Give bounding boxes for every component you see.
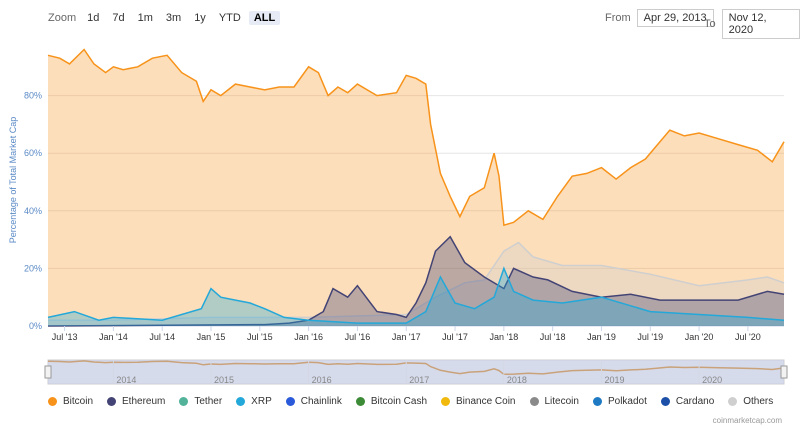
legend-item-litecoin[interactable]: Litecoin xyxy=(529,396,579,407)
zoom-label: Zoom xyxy=(48,12,77,24)
legend-dot xyxy=(441,397,451,406)
legend-item-tether[interactable]: Tether xyxy=(179,396,222,407)
legend-item-chainlink[interactable]: Chainlink xyxy=(285,396,342,407)
legend-dot xyxy=(355,397,365,406)
navigator[interactable]: 2014 2015 2016 2017 2018 2019 2020 xyxy=(44,359,788,385)
navigator-year-label: 2019 xyxy=(604,375,624,385)
legend-dot xyxy=(285,397,295,406)
x-tick-label: Jul '19 xyxy=(637,332,663,342)
legend-item-cardano[interactable]: Cardano xyxy=(660,396,715,407)
zoom-3m-button[interactable]: 3m xyxy=(165,12,182,24)
x-tick-label: Jan '18 xyxy=(489,332,518,342)
y-tick-label: 20% xyxy=(24,263,42,273)
legend-label: Polkadot xyxy=(607,396,647,407)
legend-dot xyxy=(179,397,189,406)
line-xrp[interactable] xyxy=(47,266,785,324)
x-tick-label: Jul '20 xyxy=(735,332,761,342)
navigator-year-label: 2017 xyxy=(409,375,429,385)
area-ethereum xyxy=(48,236,784,326)
x-tick-label: Jan '14 xyxy=(99,332,128,342)
legend-dot xyxy=(107,397,117,406)
range-to: To Nov 12, 2020 xyxy=(704,9,800,39)
navigator-year-label: 2015 xyxy=(214,375,234,385)
legend: Bitcoin Ethereum Tether XRP Chainlink Bitcoin… xyxy=(48,396,787,407)
y-axis-label: Percentage of Total Market Cap xyxy=(8,117,18,243)
navigator-year-label: 2018 xyxy=(507,375,527,385)
range-from: From Apr 29, 2013 xyxy=(605,9,714,27)
x-tick-label: Jan '17 xyxy=(392,332,421,342)
grid-lines xyxy=(48,95,784,327)
y-tick-label: 60% xyxy=(24,148,42,158)
series-areas xyxy=(47,48,785,327)
zoom-1d-button[interactable]: 1d xyxy=(87,12,100,24)
area-bitcoin xyxy=(48,49,784,326)
zoom-ytd-button[interactable]: YTD xyxy=(218,12,241,24)
y-axis-ticks: 0% 20% 40% 60% 80% xyxy=(24,91,42,331)
legend-dot xyxy=(728,397,738,406)
legend-label: Litecoin xyxy=(544,396,579,407)
line-others[interactable] xyxy=(48,241,785,321)
x-tick-label: Jul '14 xyxy=(149,332,175,342)
navigator-right-handle[interactable] xyxy=(780,365,788,379)
zoom-1y-button[interactable]: 1y xyxy=(194,12,206,24)
zoom-all-button[interactable]: ALL xyxy=(248,11,281,25)
legend-label: Bitcoin Cash xyxy=(370,396,428,407)
line-bitcoin[interactable] xyxy=(47,48,785,227)
legend-item-others[interactable]: Others xyxy=(728,396,773,407)
legend-label: Tether xyxy=(194,396,223,407)
market-cap-chart: 0% 20% 40% 60% 80% Jul '13 Jan '14 Jul '14 Jan … xyxy=(8,48,788,385)
navigator-years: 2014 2015 2016 2017 2018 2019 2020 xyxy=(112,360,722,385)
legend-dot xyxy=(660,397,670,406)
range-from-input[interactable]: Apr 29, 2013 xyxy=(636,9,714,27)
legend-label: Binance Coin xyxy=(456,396,516,407)
range-to-input[interactable]: Nov 12, 2020 xyxy=(721,9,800,39)
legend-label: Chainlink xyxy=(300,396,342,407)
x-tick-label: Jan '16 xyxy=(294,332,323,342)
y-tick-label: 0% xyxy=(29,321,42,331)
legend-label: XRP xyxy=(251,396,272,407)
zoom-selector: Zoom 1d 7d 1m 3m 1y YTD ALL xyxy=(48,10,283,26)
y-tick-label: 80% xyxy=(24,91,42,101)
area-xrp xyxy=(48,268,784,326)
x-tick-label: Jan '20 xyxy=(685,332,714,342)
navigator-year-label: 2014 xyxy=(116,375,136,385)
legend-item-polkadot[interactable]: Polkadot xyxy=(592,396,647,407)
legend-label: Others xyxy=(743,396,774,407)
area-others xyxy=(48,242,784,326)
x-tick-label: Jul '17 xyxy=(442,332,468,342)
zoom-7d-button[interactable]: 7d xyxy=(112,12,125,24)
legend-dot xyxy=(529,397,539,406)
legend-dot xyxy=(592,397,602,406)
range-from-label: From xyxy=(605,12,631,24)
navigator-left-handle[interactable] xyxy=(44,365,52,379)
legend-dot xyxy=(48,397,57,406)
legend-item-xrp[interactable]: XRP xyxy=(236,396,272,407)
navigator-year-label: 2016 xyxy=(312,375,332,385)
x-tick-label: Jul '16 xyxy=(345,332,371,342)
y-tick-label: 40% xyxy=(24,206,42,216)
x-tick-label: Jul '18 xyxy=(540,332,566,342)
legend-dot xyxy=(236,397,246,406)
range-to-label: To xyxy=(704,18,716,30)
x-axis-ticks: Jul '13 Jan '14 Jul '14 Jan '15 Jul '15 Jan '… xyxy=(52,326,761,342)
line-ethereum[interactable] xyxy=(47,235,785,327)
legend-label: Cardano xyxy=(675,396,715,407)
legend-item-bitcoin[interactable]: Bitcoin xyxy=(48,396,93,407)
navigator-year-label: 2020 xyxy=(702,375,722,385)
x-tick-label: Jul '13 xyxy=(52,332,78,342)
legend-label: Ethereum xyxy=(122,396,166,407)
legend-item-binance-coin[interactable]: Binance Coin xyxy=(441,396,516,407)
navigator-selection[interactable] xyxy=(48,360,784,384)
x-tick-label: Jul '15 xyxy=(247,332,273,342)
x-tick-label: Jan '19 xyxy=(587,332,616,342)
legend-item-ethereum[interactable]: Ethereum xyxy=(107,396,165,407)
credit: coinmarketcap.com xyxy=(712,416,782,425)
x-tick-label: Jan '15 xyxy=(197,332,226,342)
zoom-1m-button[interactable]: 1m xyxy=(137,12,153,24)
navigator-line xyxy=(47,360,785,376)
legend-label: Bitcoin xyxy=(63,396,94,407)
legend-item-bitcoin-cash[interactable]: Bitcoin Cash xyxy=(355,396,428,407)
